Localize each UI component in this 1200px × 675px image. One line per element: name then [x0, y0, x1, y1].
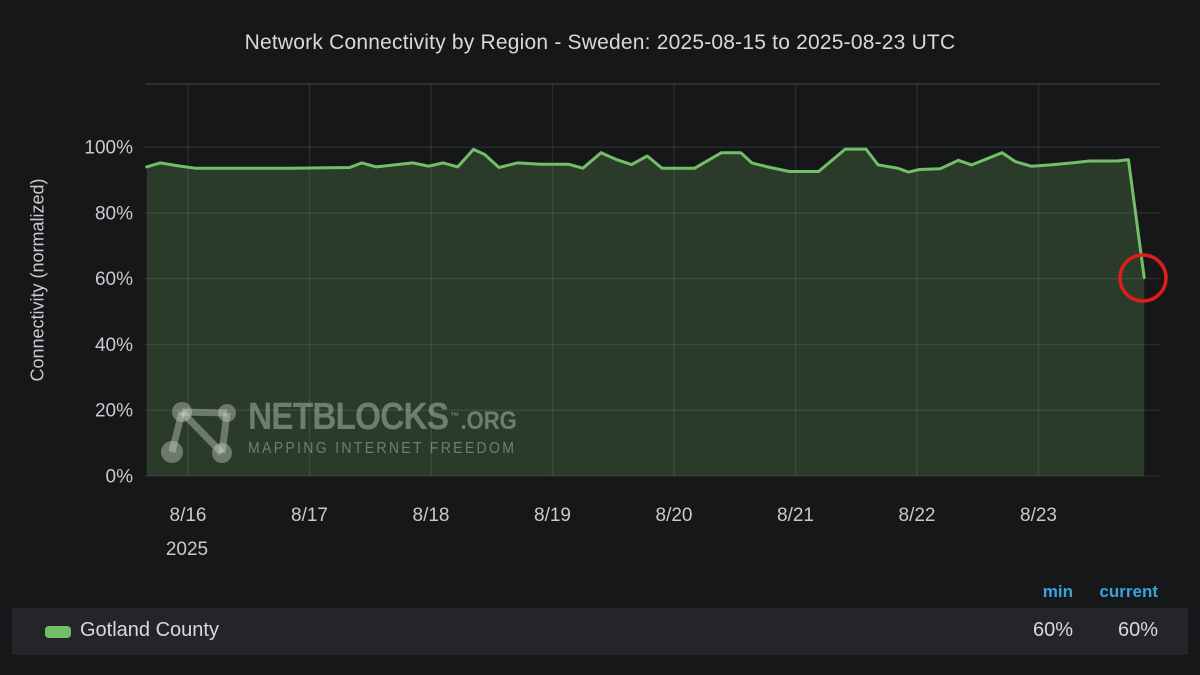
- legend-column-min[interactable]: min: [1042, 582, 1073, 601]
- netblocks-logo-icon: [161, 402, 236, 463]
- x-tick-label: 8/23: [1020, 505, 1057, 526]
- y-tick-label: 40%: [95, 335, 133, 356]
- series-current-value: 60%: [1117, 619, 1158, 641]
- series-color-swatch: [45, 626, 71, 638]
- legend-column-current[interactable]: current: [1099, 582, 1158, 601]
- legend-row[interactable]: Gotland County 60% 60%: [12, 608, 1188, 655]
- x-tick-sublabel: 2025: [166, 539, 208, 560]
- y-axis-title: Connectivity (normalized): [27, 178, 48, 382]
- series-min-value: 60%: [1032, 619, 1073, 641]
- x-tick-label: 8/16: [170, 505, 207, 526]
- watermark-trademark: ™: [449, 411, 460, 423]
- y-tick-label: 60%: [95, 269, 133, 290]
- x-tick-label: 8/18: [413, 505, 450, 526]
- legend-column-headers: min current: [0, 582, 1200, 602]
- chart-title: Network Connectivity by Region - Sweden:…: [244, 31, 956, 54]
- x-tick-label: 8/19: [534, 505, 571, 526]
- x-tick-label: 8/17: [291, 505, 328, 526]
- highlight-circle-annotation: [1118, 253, 1168, 303]
- series-line: [145, 147, 1146, 280]
- x-tick-label: 8/21: [777, 505, 814, 526]
- y-tick-label: 100%: [84, 138, 133, 159]
- watermark-tld: .ORG: [460, 407, 517, 435]
- watermark-tagline: MAPPING INTERNET FREEDOM: [248, 440, 517, 457]
- watermark-text: NETBLOCKS ™ .ORG MAPPING INTERNET FREEDO…: [248, 398, 517, 458]
- watermark-brand: NETBLOCKS: [248, 396, 449, 438]
- series-area: [146, 149, 1145, 476]
- x-tick-label: 8/22: [899, 505, 936, 526]
- x-tick-label: 8/20: [656, 505, 693, 526]
- series-label[interactable]: Gotland County: [80, 619, 219, 641]
- y-tick-label: 0%: [106, 467, 134, 488]
- y-tick-label: 20%: [95, 401, 133, 422]
- netblocks-watermark: NETBLOCKS ™ .ORG MAPPING INTERNET FREEDO…: [148, 386, 553, 468]
- y-tick-label: 80%: [95, 203, 133, 224]
